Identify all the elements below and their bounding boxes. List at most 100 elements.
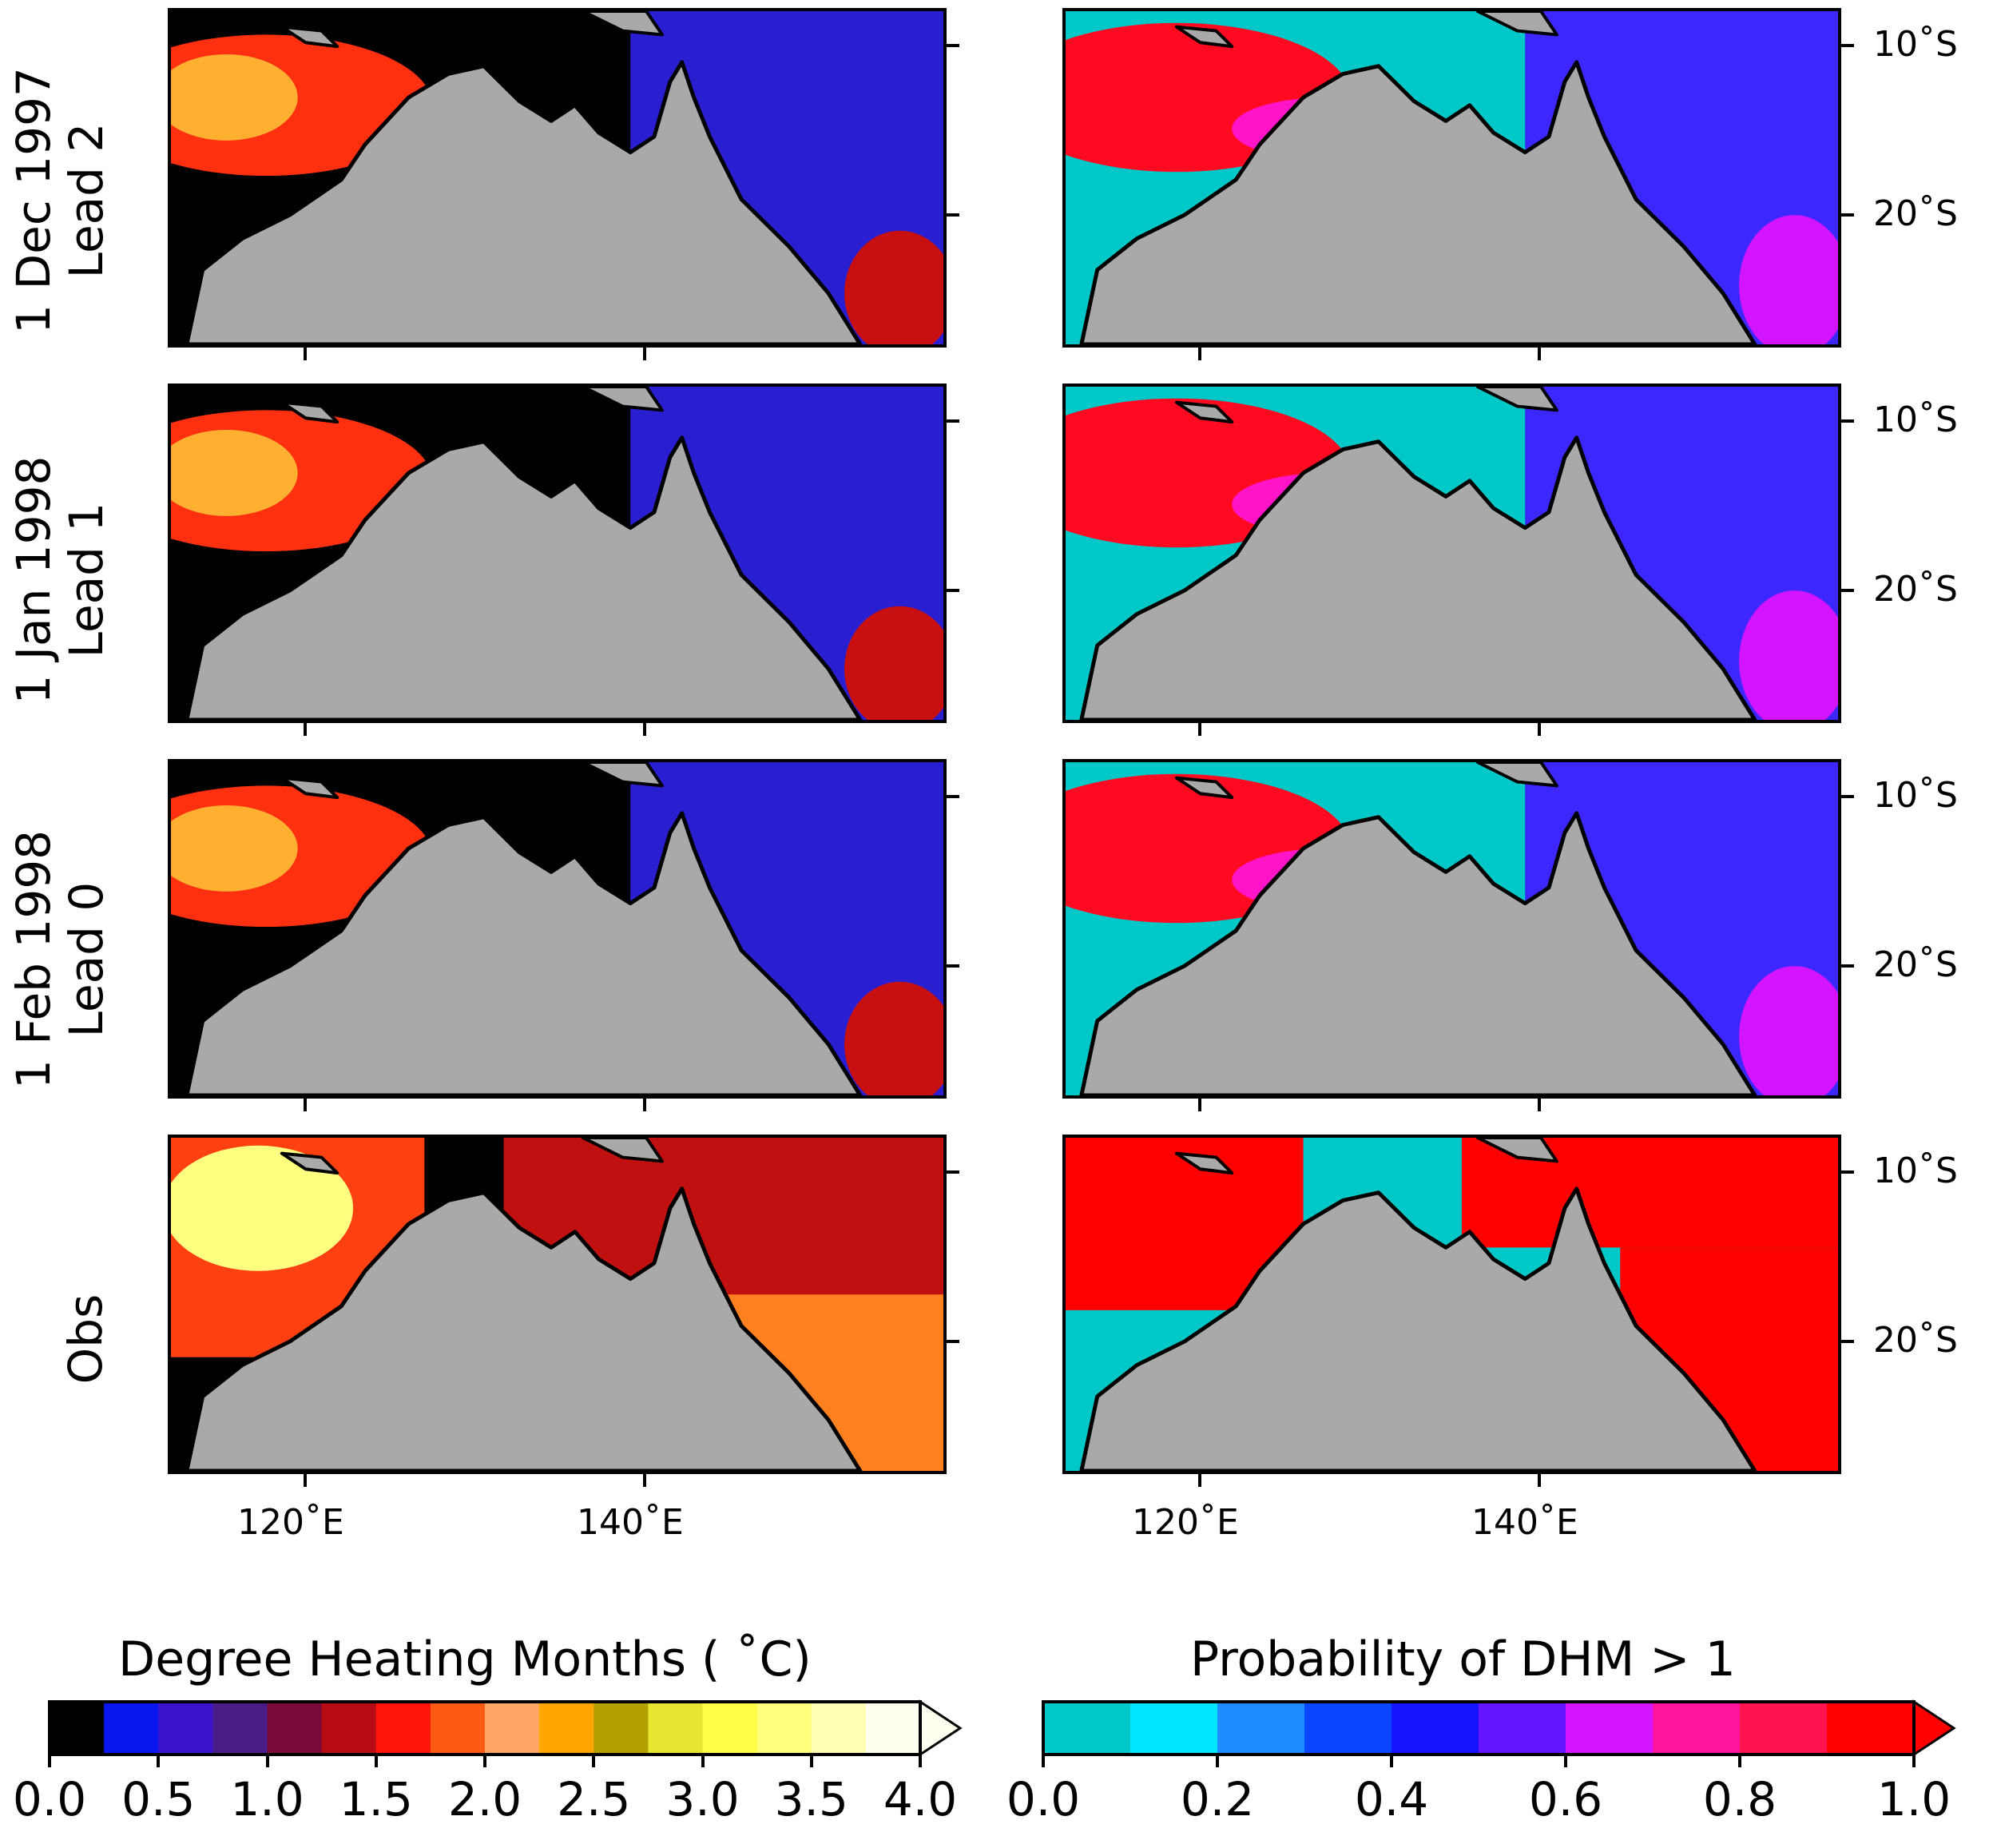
xtick-mark — [1198, 1474, 1201, 1487]
colorbar-outline — [1042, 1700, 1916, 1756]
cb-right-svg — [1042, 1699, 1956, 1757]
colorbar-tick-mark — [1738, 1755, 1741, 1767]
colorbar-swatch — [1217, 1702, 1305, 1755]
ytick-mark — [1841, 213, 1854, 217]
colorbar-tick-label: 0.2 — [1180, 1772, 1255, 1826]
land-mass — [185, 811, 863, 1095]
colorbar-swatch — [1653, 1702, 1741, 1755]
row-label-3: 1 Feb 1998 Lead 0 — [6, 829, 113, 1090]
colorbar-swatch — [648, 1702, 704, 1755]
xtick-label-120e: 120˚E — [237, 1502, 344, 1543]
warm-anomaly-core — [171, 805, 298, 892]
ytick-mark — [947, 419, 959, 423]
colorbar-swatch — [158, 1702, 213, 1755]
dhm-panel-lead0 — [168, 759, 947, 1099]
ytick-mark — [947, 589, 959, 592]
ytick-label-20s: 20˚S — [1873, 569, 1958, 610]
island — [1174, 776, 1234, 800]
colorbar-swatch — [539, 1702, 594, 1755]
prob-panel-obs — [1062, 1135, 1841, 1474]
dhm-panel-lead2 — [168, 8, 947, 348]
colorbar-tick-mark — [1564, 1755, 1567, 1767]
colorbar-tick-mark — [1912, 1755, 1916, 1767]
colorbar-swatch — [430, 1702, 486, 1755]
xtick-mark — [304, 348, 307, 360]
map-svg — [1066, 11, 1838, 344]
colorbar-swatch — [865, 1702, 921, 1755]
island — [581, 762, 664, 788]
map-svg — [171, 11, 943, 344]
island — [280, 776, 339, 800]
ytick-mark — [1841, 589, 1854, 592]
colorbar-swatch — [212, 1702, 268, 1755]
colorbar-tick-mark — [374, 1755, 378, 1767]
colorbar-swatch — [485, 1702, 540, 1755]
ytick-mark — [947, 213, 959, 217]
colorbar-tick-mark — [48, 1755, 51, 1767]
map-svg — [1066, 762, 1838, 1095]
island — [1174, 1151, 1234, 1175]
ytick-label-20s: 20˚S — [1873, 193, 1958, 234]
ytick-mark — [1841, 795, 1854, 798]
ytick-mark — [947, 964, 959, 968]
island — [581, 387, 664, 412]
warm-anomaly-southeast — [844, 981, 943, 1095]
colorbar-tick-mark — [1216, 1755, 1219, 1767]
colorbar-swatch — [375, 1702, 431, 1755]
colorbar-tick-label: 1.0 — [230, 1772, 304, 1826]
colorbar-swatch — [267, 1702, 323, 1755]
colorbar-title-prob: Probability of DHM > 1 — [1190, 1631, 1736, 1687]
xtick-mark — [643, 348, 646, 360]
xtick-mark — [304, 1474, 307, 1487]
colorbar-tick-mark — [157, 1755, 161, 1767]
island — [581, 11, 664, 37]
colorbar-tick-label: 1.5 — [339, 1772, 413, 1826]
map-svg — [171, 387, 943, 720]
ytick-mark — [947, 44, 959, 47]
land-mass — [185, 60, 863, 344]
row-label-1: 1 Dec 1997 Lead 2 — [6, 67, 113, 334]
xtick-label-140e: 140˚E — [577, 1502, 684, 1543]
colorbar-title-dhm: Degree Heating Months ( ˚C) — [118, 1631, 812, 1687]
xtick-mark — [643, 723, 646, 736]
prob-high-southeast — [1739, 590, 1838, 720]
warm-anomaly-core — [171, 429, 298, 516]
island — [280, 400, 339, 424]
colorbar-prob — [1042, 1699, 1956, 1757]
xtick-mark — [304, 1099, 307, 1111]
colorbar-tick-label: 0.6 — [1528, 1772, 1603, 1826]
ytick-mark — [947, 1340, 959, 1343]
ytick-label-20s: 20˚S — [1873, 1320, 1958, 1361]
ytick-mark — [947, 1170, 959, 1174]
colorbar-swatch — [1827, 1702, 1915, 1755]
land-mass — [1079, 435, 1757, 720]
colorbar-extend-arrow — [919, 1699, 963, 1757]
colorbar-tick-label: 4.0 — [883, 1772, 958, 1826]
colorbar-tick-label: 0.8 — [1702, 1772, 1777, 1826]
xtick-mark — [1538, 723, 1541, 736]
ytick-mark — [1841, 1170, 1854, 1174]
colorbar-extend-arrow — [1912, 1699, 1956, 1757]
warm-anomaly-southeast — [844, 606, 943, 720]
xtick-mark — [643, 1099, 646, 1111]
row-label-2: 1 Jan 1998 Lead 1 — [6, 455, 113, 705]
land-mass — [1079, 811, 1757, 1095]
colorbar-swatch — [1304, 1702, 1392, 1755]
ytick-mark — [1841, 1340, 1854, 1343]
colorbar-swatch — [1740, 1702, 1828, 1755]
xtick-mark — [1198, 723, 1201, 736]
land-mass — [1079, 1186, 1757, 1471]
colorbar-tick-label: 2.5 — [557, 1772, 631, 1826]
cb-left-svg — [48, 1699, 963, 1757]
colorbar-tick-mark — [483, 1755, 486, 1767]
island — [280, 1151, 339, 1175]
colorbar-tick-label: 0.4 — [1354, 1772, 1429, 1826]
ytick-mark — [1841, 44, 1854, 47]
land-mass — [185, 435, 863, 720]
colorbar-tick-label: 0.5 — [121, 1772, 196, 1826]
xtick-mark — [1538, 1474, 1541, 1487]
prob-high-southeast — [1739, 966, 1838, 1095]
island — [1475, 762, 1558, 788]
colorbar-swatch — [104, 1702, 159, 1755]
ytick-mark — [947, 795, 959, 798]
